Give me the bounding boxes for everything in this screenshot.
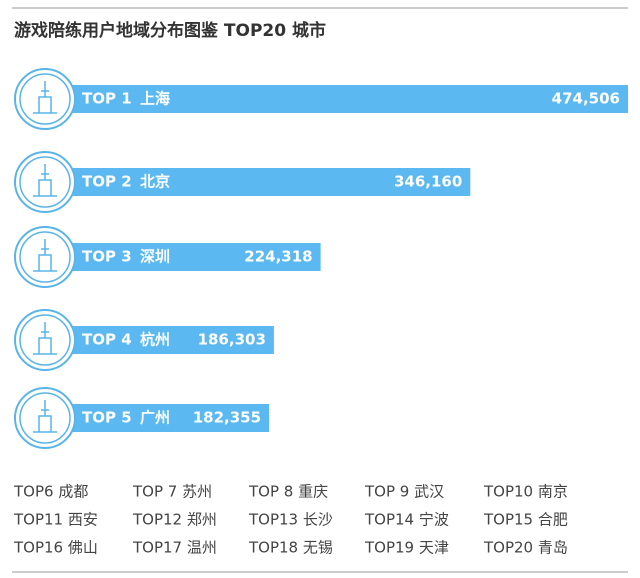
other-city: TOP6 成都 — [13, 483, 88, 501]
icon — [33, 322, 57, 355]
other-city: TOP19 天津 — [364, 539, 449, 557]
category-label: 广州 — [140, 409, 170, 427]
bar — [45, 326, 274, 354]
rank-label: TOP 4 — [82, 331, 132, 349]
rank-label: TOP 3 — [82, 248, 132, 266]
icon-badge — [14, 68, 76, 130]
icon — [33, 400, 57, 433]
bar — [45, 168, 471, 196]
icon — [33, 239, 57, 272]
category-label: 深圳 — [140, 248, 170, 266]
category-label: 北京 — [140, 173, 170, 191]
bar — [45, 85, 628, 113]
icon-ring — [19, 231, 71, 283]
bar — [45, 404, 270, 432]
other-city: TOP10 南京 — [483, 483, 568, 501]
icon-ring — [19, 392, 71, 444]
value-label: 474,506 — [552, 90, 620, 108]
category-label: 杭州 — [140, 331, 170, 349]
other-city: TOP 8 重庆 — [248, 483, 328, 501]
other-city: TOP14 宁波 — [364, 511, 449, 529]
rank-label: TOP 2 — [82, 173, 132, 191]
other-city: TOP13 长沙 — [248, 511, 333, 529]
icon-badge — [14, 226, 76, 288]
other-city: TOP 7 苏州 — [132, 483, 212, 501]
icon-badge — [14, 387, 76, 449]
other-city: TOP20 青岛 — [483, 539, 568, 557]
other-city: TOP18 无锡 — [248, 539, 333, 557]
chart-title: 游戏陪练用户地域分布图鉴 TOP20 城市 — [14, 20, 326, 41]
bar — [45, 243, 321, 271]
other-city: TOP15 合肥 — [483, 511, 568, 529]
icon — [33, 164, 57, 197]
other-city: TOP11 西安 — [13, 511, 98, 529]
value-label: 186,303 — [198, 331, 266, 349]
other-city: TOP17 温州 — [132, 539, 217, 557]
value-label: 346,160 — [394, 173, 462, 191]
other-city: TOP 9 武汉 — [364, 483, 444, 501]
icon — [33, 81, 57, 114]
rank-label: TOP 1 — [82, 90, 132, 108]
icon-ring — [19, 73, 71, 125]
icon-ring — [19, 156, 71, 208]
icon-badge — [14, 309, 76, 371]
rank-label: TOP 5 — [82, 409, 132, 427]
other-city: TOP12 郑州 — [132, 511, 217, 529]
other-city: TOP16 佛山 — [13, 539, 98, 557]
icon-badge — [14, 151, 76, 213]
value-label: 182,355 — [193, 409, 261, 427]
category-label: 上海 — [140, 90, 170, 108]
icon-ring — [19, 314, 71, 366]
value-label: 224,318 — [244, 248, 312, 266]
